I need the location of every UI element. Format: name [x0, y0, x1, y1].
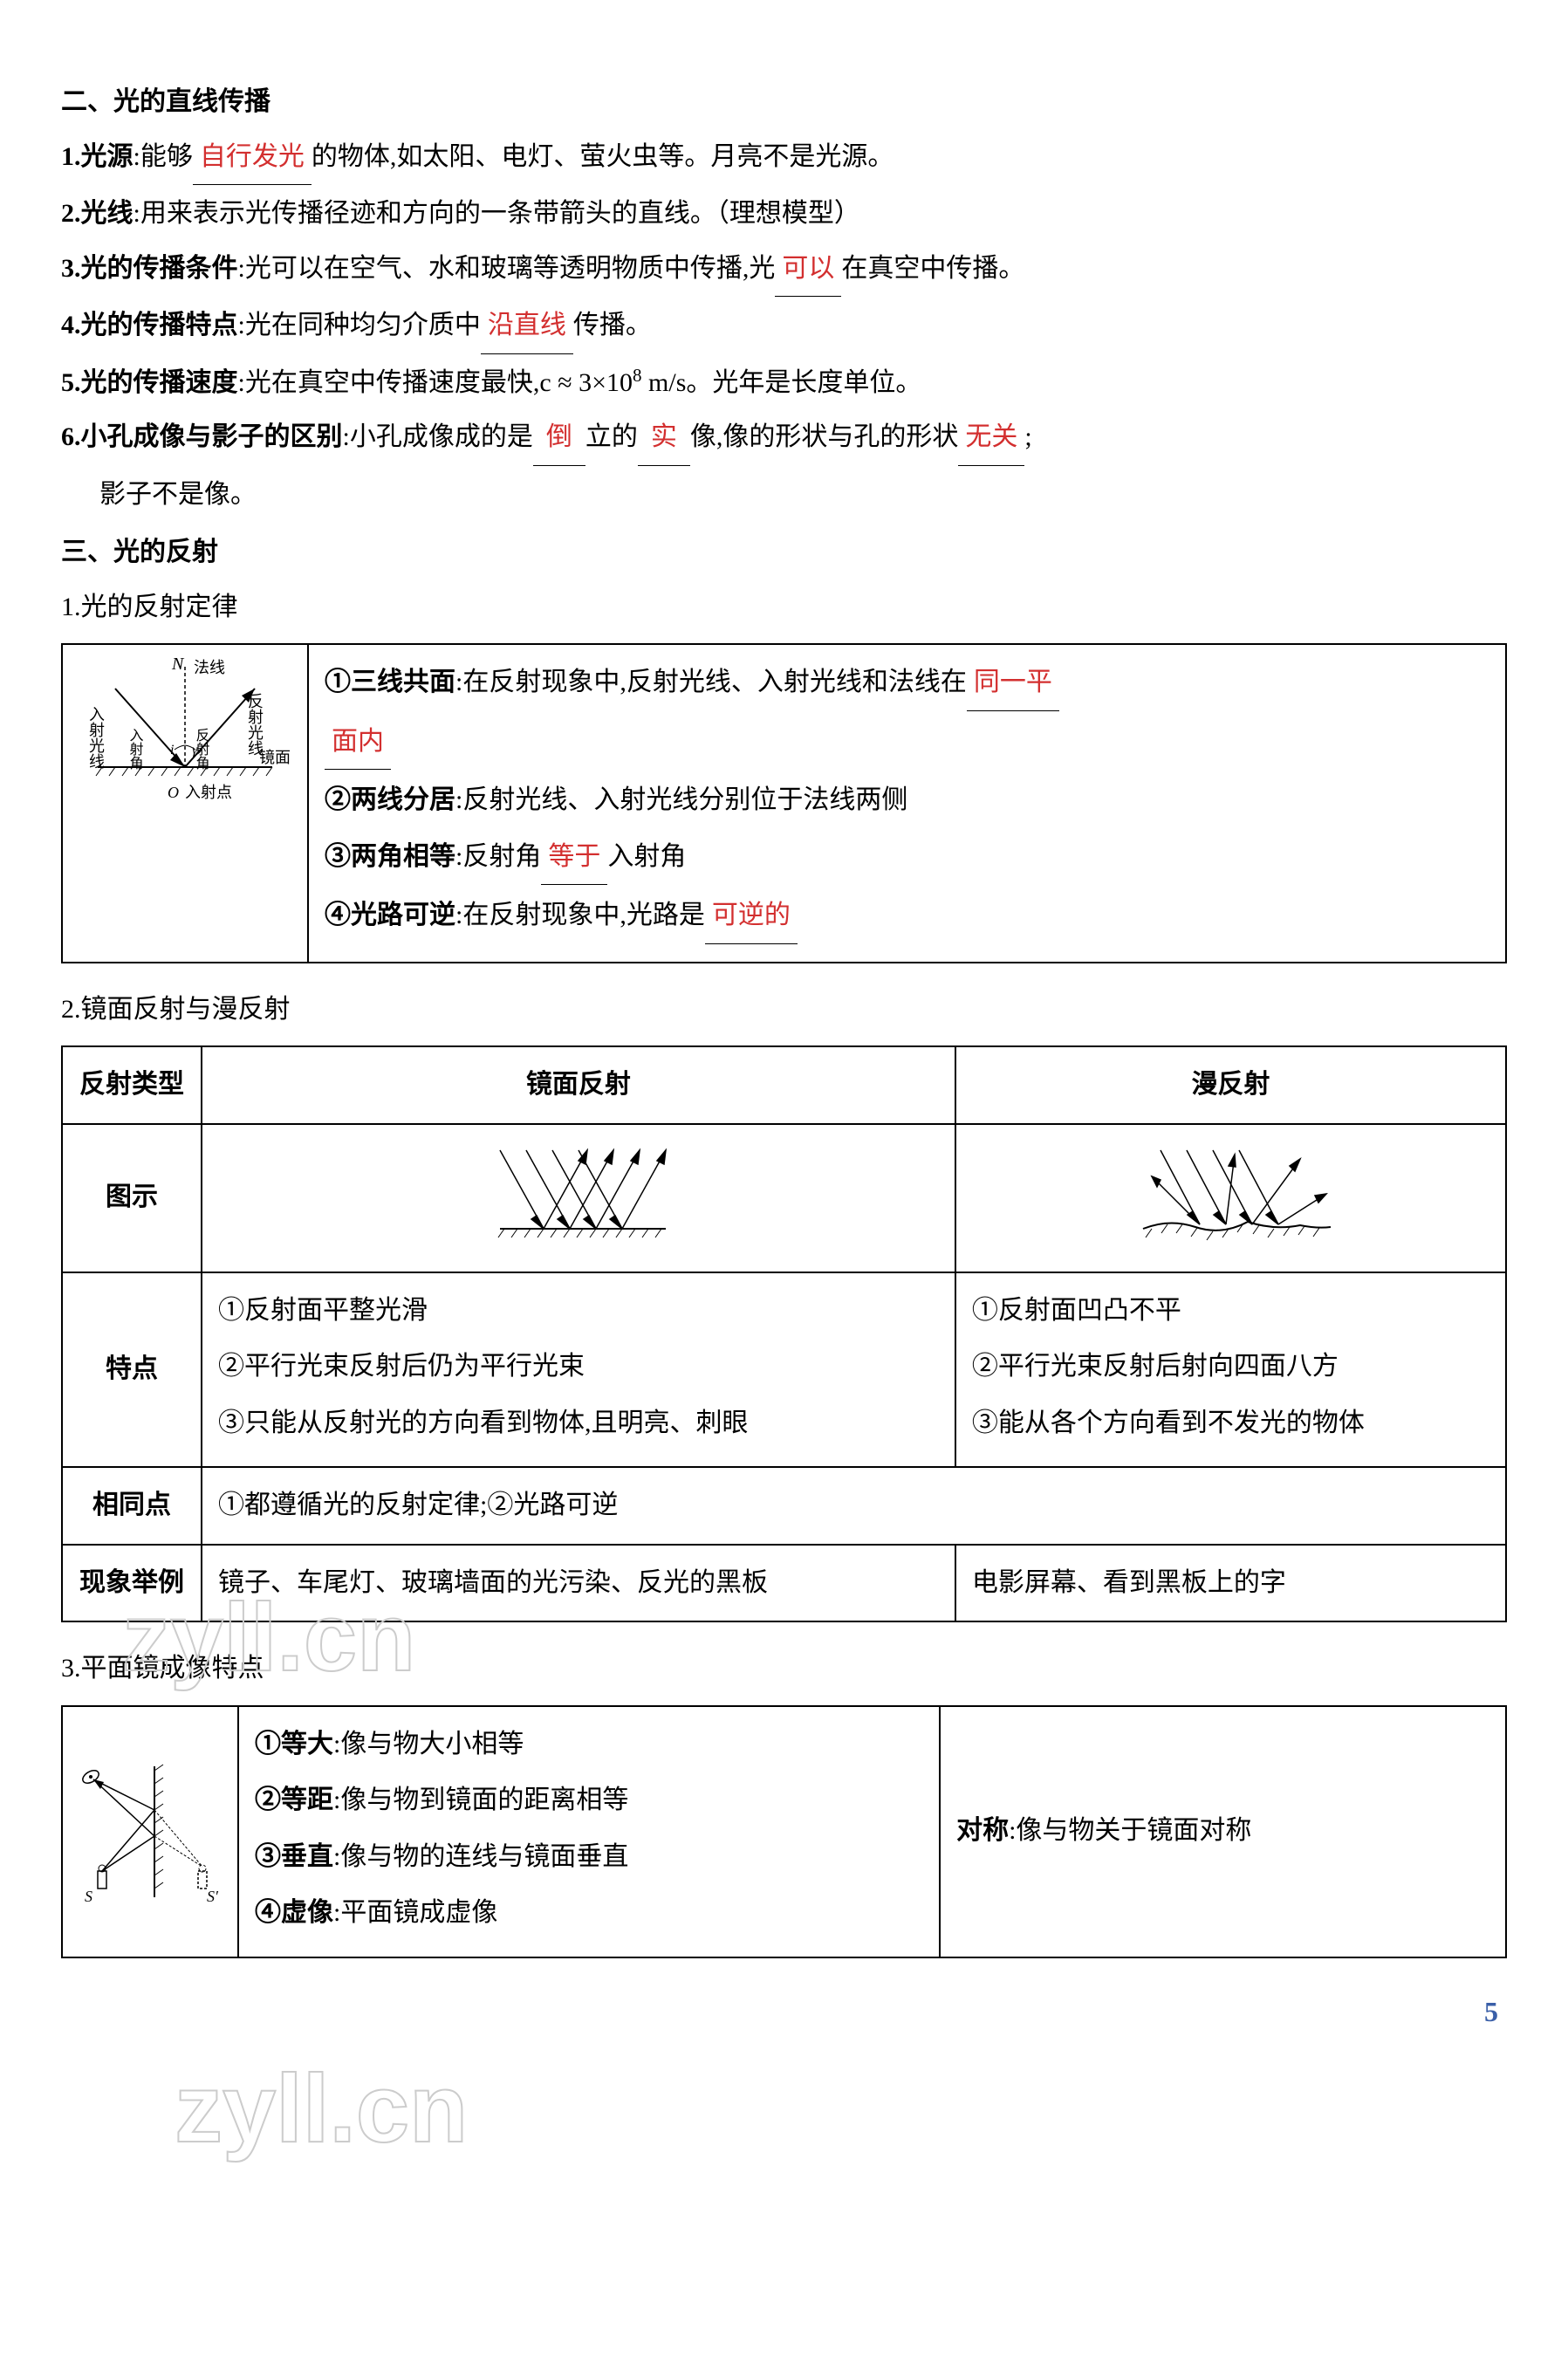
t2-h2: 镜面反射: [202, 1046, 955, 1124]
svg-text:反射光线: 反射光线: [246, 693, 264, 756]
sub2: 2.镜面反射与漫反射: [61, 984, 1507, 1036]
svg-text:S′: S′: [207, 1888, 219, 1905]
item4-pre: :光在同种均匀介质中: [238, 311, 481, 339]
t2-te-left: ①反射面平整光滑 ②平行光束反射后仍为平行光束 ③只能从反射光的方向看到物体,且…: [202, 1272, 955, 1468]
reflection-law-diagram: N 法线 入射光线 反射光线 入射角 反射角 i γ: [72, 654, 298, 811]
law-r4-ans: 可逆的: [705, 890, 798, 944]
item1-label: 1.光源: [61, 142, 134, 171]
law-r1-pre: ①三线共面:在反射现象中,反射光线、入射光线和法线在: [325, 668, 967, 696]
item6-post: ;: [1024, 422, 1031, 451]
item6-mid1: 立的: [585, 422, 638, 451]
t2-ex-r: 电影屏幕、看到黑板上的字: [955, 1545, 1506, 1622]
te-r1: ①反射面凹凸不平: [972, 1285, 1489, 1337]
item6-ans1: 倒: [533, 412, 585, 466]
svg-text:镜面: 镜面: [259, 749, 291, 766]
item5-label: 5.光的传播速度: [61, 368, 238, 397]
mirror-rules-left: ①等大:像与物大小相等 ②等距:像与物到镜面的距离相等 ③垂直:像与物的连线与镜…: [238, 1706, 940, 1957]
svg-text:γ: γ: [192, 743, 198, 757]
svg-text:N: N: [171, 655, 185, 674]
item5-post: m/s。光年是长度单位。: [642, 368, 922, 397]
law-rules-cell: ①三线共面:在反射现象中,反射光线、入射光线和法线在同一平 面内 ②两线分居:反…: [308, 644, 1506, 963]
mirror-rules-right: 对称:像与物关于镜面对称: [940, 1706, 1506, 1957]
te-l3: ③只能从反射光的方向看到物体,且明亮、刺眼: [218, 1398, 939, 1450]
mirror-r1: ①等大:像与物大小相等: [255, 1719, 923, 1771]
section2-title: 二、光的直线传播: [61, 77, 1507, 128]
svg-text:S: S: [85, 1888, 92, 1905]
t2-h1: 反射类型: [62, 1046, 202, 1124]
law-r1-ans: 同一平: [967, 657, 1059, 711]
diffuse-diagram: [1099, 1141, 1361, 1255]
item4-label: 4.光的传播特点: [61, 311, 238, 339]
t2-row-te: 特点: [62, 1272, 202, 1468]
te-l2: ②平行光束反射后仍为平行光束: [218, 1341, 939, 1393]
law-diagram-cell: N 法线 入射光线 反射光线 入射角 反射角 i γ: [62, 644, 308, 963]
item6-line2: 影子不是像。: [61, 470, 1507, 521]
t2-row-ex: 现象举例: [62, 1545, 202, 1622]
mirror-r3: ③垂直:像与物的连线与镜面垂直: [255, 1832, 923, 1883]
specular-diagram-cell: [202, 1124, 955, 1272]
svg-text:入射点: 入射点: [185, 784, 232, 801]
specular-diagram: [448, 1141, 709, 1255]
law-r3-post: 入射角: [607, 842, 686, 871]
law-r3-pre: ③两角相等:反射角: [325, 842, 541, 871]
t2-h3: 漫反射: [955, 1046, 1506, 1124]
mirror-r2: ②等距:像与物到镜面的距离相等: [255, 1775, 923, 1827]
item-2: 2.光线:用来表示光传播径迹和方向的一条带箭头的直线。（理想模型）: [61, 189, 1507, 240]
item5-pre: :光在真空中传播速度最快,c ≈ 3×10: [238, 368, 633, 397]
plane-mirror-diagram: S S′: [72, 1758, 229, 1906]
svg-text:i: i: [170, 743, 174, 757]
item3-post: 在真空中传播。: [841, 254, 1024, 283]
diffuse-diagram-cell: [955, 1124, 1506, 1272]
item3-ans: 可以: [775, 243, 841, 298]
section3-title: 三、光的反射: [61, 527, 1507, 579]
law-r4-pre: ④光路可逆:在反射现象中,光路是: [325, 901, 705, 929]
item1-pre: :能够: [134, 142, 193, 171]
item6-ans2: 实: [638, 412, 690, 466]
item2-text: :用来表示光传播径迹和方向的一条带箭头的直线。（理想模型）: [134, 199, 860, 228]
item4-post: 传播。: [573, 311, 652, 339]
law-r1-ans2: 面内: [325, 716, 391, 771]
item5-exp: 8: [633, 365, 642, 386]
item-1: 1.光源:能够自行发光的物体,如太阳、电灯、萤火虫等。月亮不是光源。: [61, 132, 1507, 186]
sub1: 1.光的反射定律: [61, 582, 1507, 634]
item-5: 5.光的传播速度:光在真空中传播速度最快,c ≈ 3×108 m/s。光年是长度…: [61, 358, 1507, 409]
reflection-law-table: N 法线 入射光线 反射光线 入射角 反射角 i γ: [61, 643, 1507, 963]
item6-label: 6.小孔成像与影子的区别: [61, 422, 343, 451]
item-3: 3.光的传播条件:光可以在空气、水和玻璃等透明物质中传播,光可以在真空中传播。: [61, 243, 1507, 298]
law-r2: ②两线分居:反射光线、入射光线分别位于法线两侧: [325, 775, 1489, 826]
te-r2: ②平行光束反射后射向四面八方: [972, 1341, 1489, 1393]
mirror-r4: ④虚像:平面镜成虚像: [255, 1888, 923, 1939]
reflection-types-table: 反射类型 镜面反射 漫反射 图示: [61, 1045, 1507, 1622]
item-6: 6.小孔成像与影子的区别:小孔成像成的是倒立的实像,像的形状与孔的形状无关;: [61, 412, 1507, 466]
item6-ans3: 无关: [958, 412, 1024, 466]
sub3: 3.平面镜成像特点: [61, 1643, 1507, 1695]
item-4: 4.光的传播特点:光在同种均匀介质中沿直线传播。: [61, 300, 1507, 354]
plane-mirror-table: S S′ ①等大:像与物大小相等 ②等距:像与物到镜面的距离相等 ③垂直:像与物…: [61, 1705, 1507, 1958]
item6-pre: :小孔成像成的是: [343, 422, 533, 451]
mirror-diagram-cell: S S′: [62, 1706, 238, 1957]
item4-ans: 沿直线: [481, 300, 573, 354]
t2-same-text: ①都遵循光的反射定律;②光路可逆: [202, 1467, 1506, 1545]
item2-label: 2.光线: [61, 199, 134, 228]
svg-text:入射角: 入射角: [127, 728, 144, 771]
t2-ex-l: 镜子、车尾灯、玻璃墙面的光污染、反光的黑板: [202, 1545, 955, 1622]
t2-te-right: ①反射面凹凸不平 ②平行光束反射后射向四面八方 ③能从各个方向看到不发光的物体: [955, 1272, 1506, 1468]
law-r3-ans: 等于: [541, 832, 607, 886]
te-l1: ①反射面平整光滑: [218, 1285, 939, 1337]
item1-ans: 自行发光: [193, 132, 312, 186]
item1-post: 的物体,如太阳、电灯、萤火虫等。月亮不是光源。: [312, 142, 894, 171]
item3-label: 3.光的传播条件: [61, 254, 238, 283]
svg-text:O: O: [168, 784, 179, 801]
item3-pre: :光可以在空气、水和玻璃等透明物质中传播,光: [238, 254, 776, 283]
item6-mid2: 像,像的形状与孔的形状: [690, 422, 959, 451]
page-number: 5: [61, 1985, 1507, 2039]
te-r3: ③能从各个方向看到不发光的物体: [972, 1398, 1489, 1450]
t2-row-same: 相同点: [62, 1467, 202, 1545]
watermark-2: zyll.cn: [175, 2016, 468, 2204]
t2-row-tu: 图示: [62, 1124, 202, 1272]
svg-text:入射光线: 入射光线: [87, 706, 105, 769]
svg-text:法线: 法线: [194, 659, 225, 676]
